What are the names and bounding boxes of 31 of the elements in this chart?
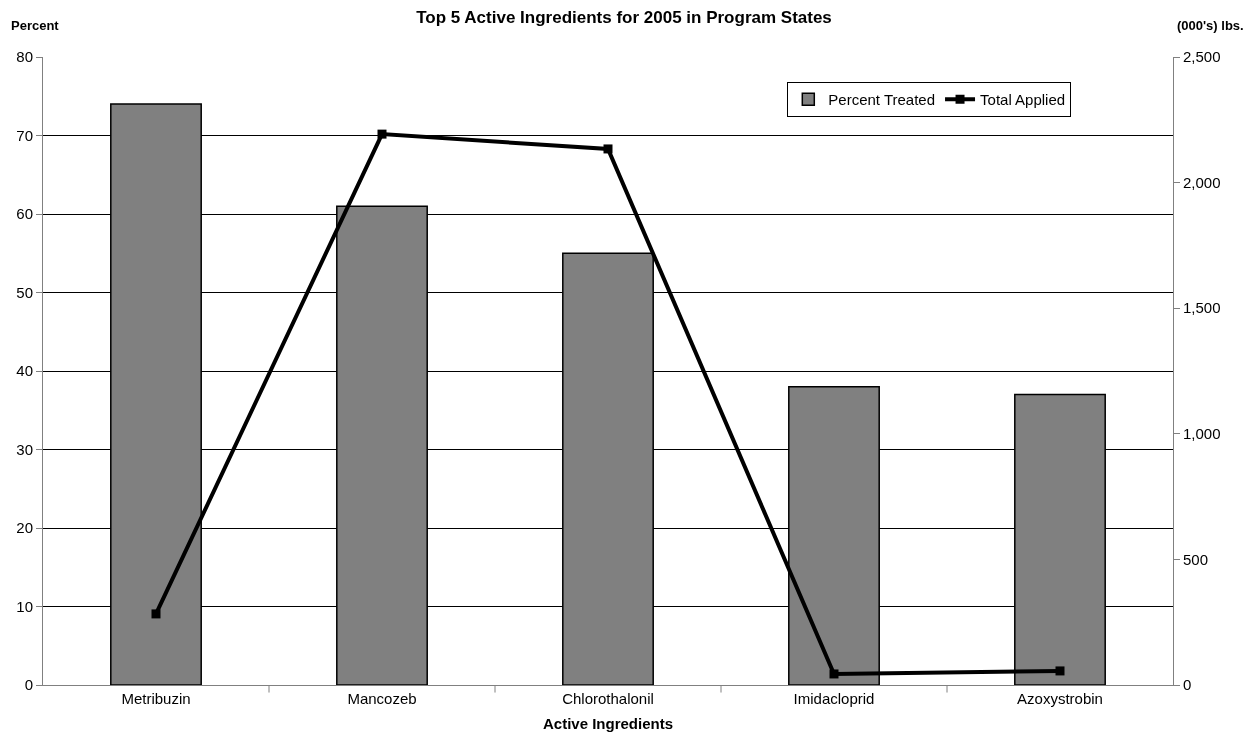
y-tick-label: 50 (16, 283, 33, 301)
point (603, 144, 613, 154)
legend-label: Total Applied (980, 91, 1066, 109)
point (151, 609, 161, 619)
y2-tick-label: 2,000 (1183, 173, 1221, 191)
y2-tick-label: 1,000 (1183, 425, 1221, 443)
x-tick-label: Azoxystrobin (1017, 690, 1103, 707)
x-tick-label: Imidacloprid (793, 690, 875, 707)
chart-title: Top 5 Active Ingredients for 2005 in Program States (416, 8, 832, 28)
y-tick-label: 80 (16, 48, 33, 66)
y-tick-label: 30 (16, 440, 33, 458)
y-tick-label: 70 (16, 126, 33, 144)
x-axis-title: Active Ingredients (542, 715, 674, 732)
legend-label: Percent Treated (828, 91, 936, 109)
y-tick-label: 0 (24, 676, 33, 694)
y-tick-label: 40 (16, 362, 33, 380)
point (1055, 666, 1065, 676)
y-tick-label: 60 (16, 205, 33, 223)
y-tick-label: 20 (16, 519, 33, 537)
y2-tick-label: 2,500 (1183, 48, 1221, 66)
y2-tick-label: 1,500 (1183, 299, 1221, 317)
y-tick-label: 10 (16, 597, 33, 615)
y2-tick-label: 500 (1183, 550, 1209, 568)
y2-tick-label: 0 (1183, 676, 1192, 694)
y-axis-title: Percent (11, 18, 60, 33)
x-tick-label: Chlorothalonil (562, 690, 654, 707)
x-tick-label: Mancozeb (347, 690, 417, 707)
point (829, 669, 839, 679)
point (377, 129, 387, 139)
x-tick-label: Metribuzin (121, 690, 191, 707)
y2-axis-title: (000's) lbs. (1177, 18, 1244, 33)
